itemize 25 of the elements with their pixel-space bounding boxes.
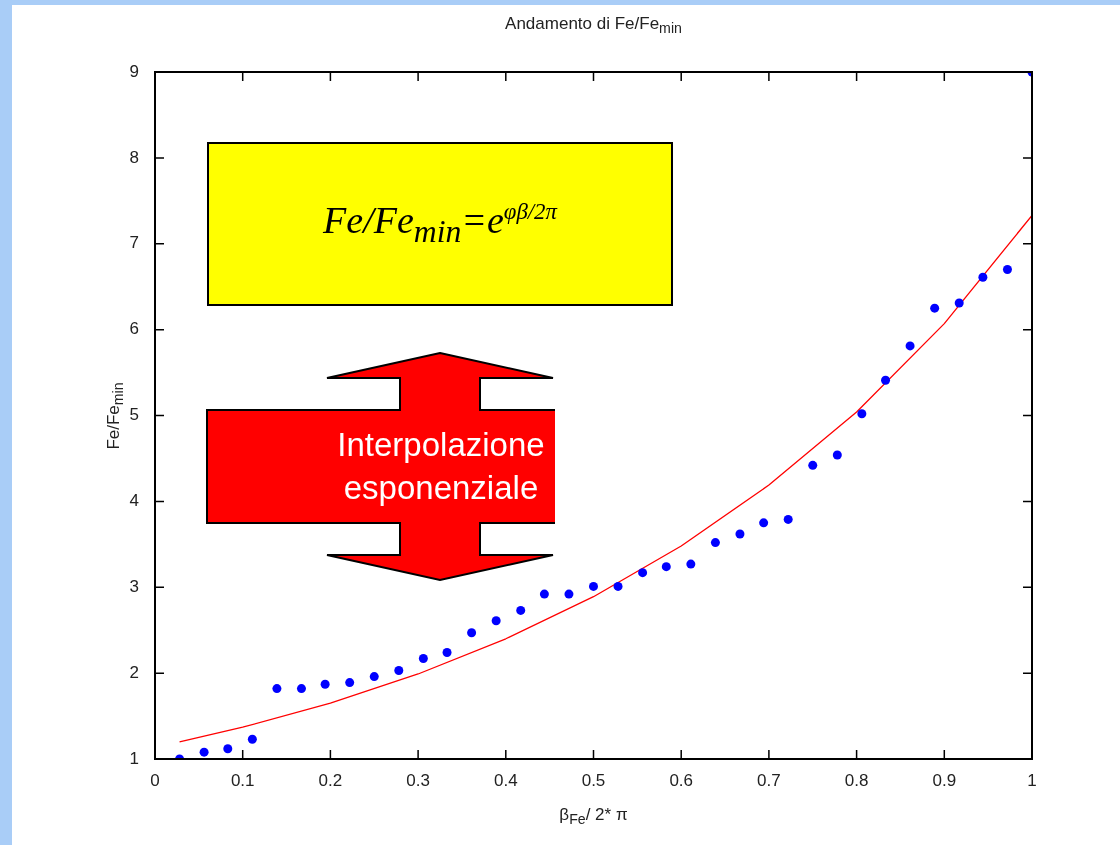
x-tick-label: 0.6: [669, 770, 694, 790]
y-tick-label: 3: [129, 576, 139, 596]
text-box: Fe/Fe$_{min}$=e$^{φβ/2π}$: [207, 142, 673, 306]
x-tick-label: 1: [1027, 770, 1037, 790]
x-tick-label: 0.3: [406, 770, 430, 790]
x-tick-label: 0.9: [932, 770, 957, 790]
y-tick-label: 4: [129, 491, 139, 511]
x-axis-title: β$_{Fe}$/ 2* π: [558, 805, 629, 828]
x-tick-label: 0.8: [844, 770, 869, 790]
y-tick-label: 8: [129, 147, 139, 167]
y-tick-label: 2: [129, 662, 139, 682]
x-tick-label: 0.1: [230, 770, 255, 790]
x-tick-label: 0.7: [757, 770, 781, 790]
y-tick-label: 7: [129, 233, 139, 253]
x-tick-label: 0.4: [493, 770, 518, 790]
y-tick-label: 1: [129, 748, 139, 768]
annotation: Fe/Fe$_{min}$=e$^{φβ/2π}$: [323, 198, 557, 250]
x-tick-label: 0.2: [318, 770, 343, 790]
annotation: Interpolazione esponenziale: [336, 424, 546, 508]
y-tick-label: 9: [129, 61, 139, 81]
y-tick-label: 6: [129, 319, 139, 339]
x-tick-label: 0.5: [581, 770, 606, 790]
x-tick-label: 0: [150, 770, 160, 790]
chart-title: Andamento di Fe/Fe$_{min}$: [504, 14, 683, 37]
y-tick-label: 5: [129, 405, 139, 425]
